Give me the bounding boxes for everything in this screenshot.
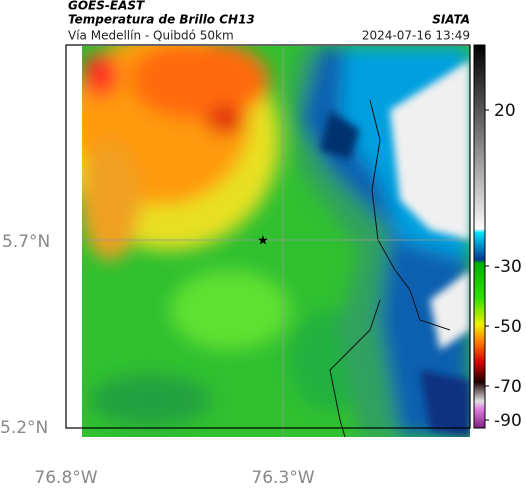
header-org: SIATA [432, 13, 470, 27]
header-source: GOES-EAST [68, 0, 145, 13]
colorbar [473, 44, 486, 429]
colorbar-label: -30 [494, 257, 522, 277]
colorbar-label: -50 [494, 317, 522, 337]
header-subtitle: Vía Medellín - Quibdó 50km [68, 29, 234, 43]
lon-label: 76.8°W [34, 468, 97, 488]
colorbar-label: 20 [494, 101, 516, 121]
lat-label: 5.2°N [0, 418, 48, 438]
lon-label: 76.3°W [251, 468, 314, 488]
header-title: Temperatura de Brillo CH13 [68, 13, 255, 27]
header-datetime: 2024-07-16 13:49 [362, 29, 470, 43]
brightness-field: ★ [82, 46, 470, 437]
colorbar-ticks: 20 -30 -50 -70 -90 [485, 101, 522, 431]
colorbar-label: -70 [494, 377, 522, 397]
lat-label: 5.7°N [2, 232, 50, 252]
svg-text:★: ★ [257, 234, 269, 249]
colorbar-label: -90 [494, 411, 522, 431]
